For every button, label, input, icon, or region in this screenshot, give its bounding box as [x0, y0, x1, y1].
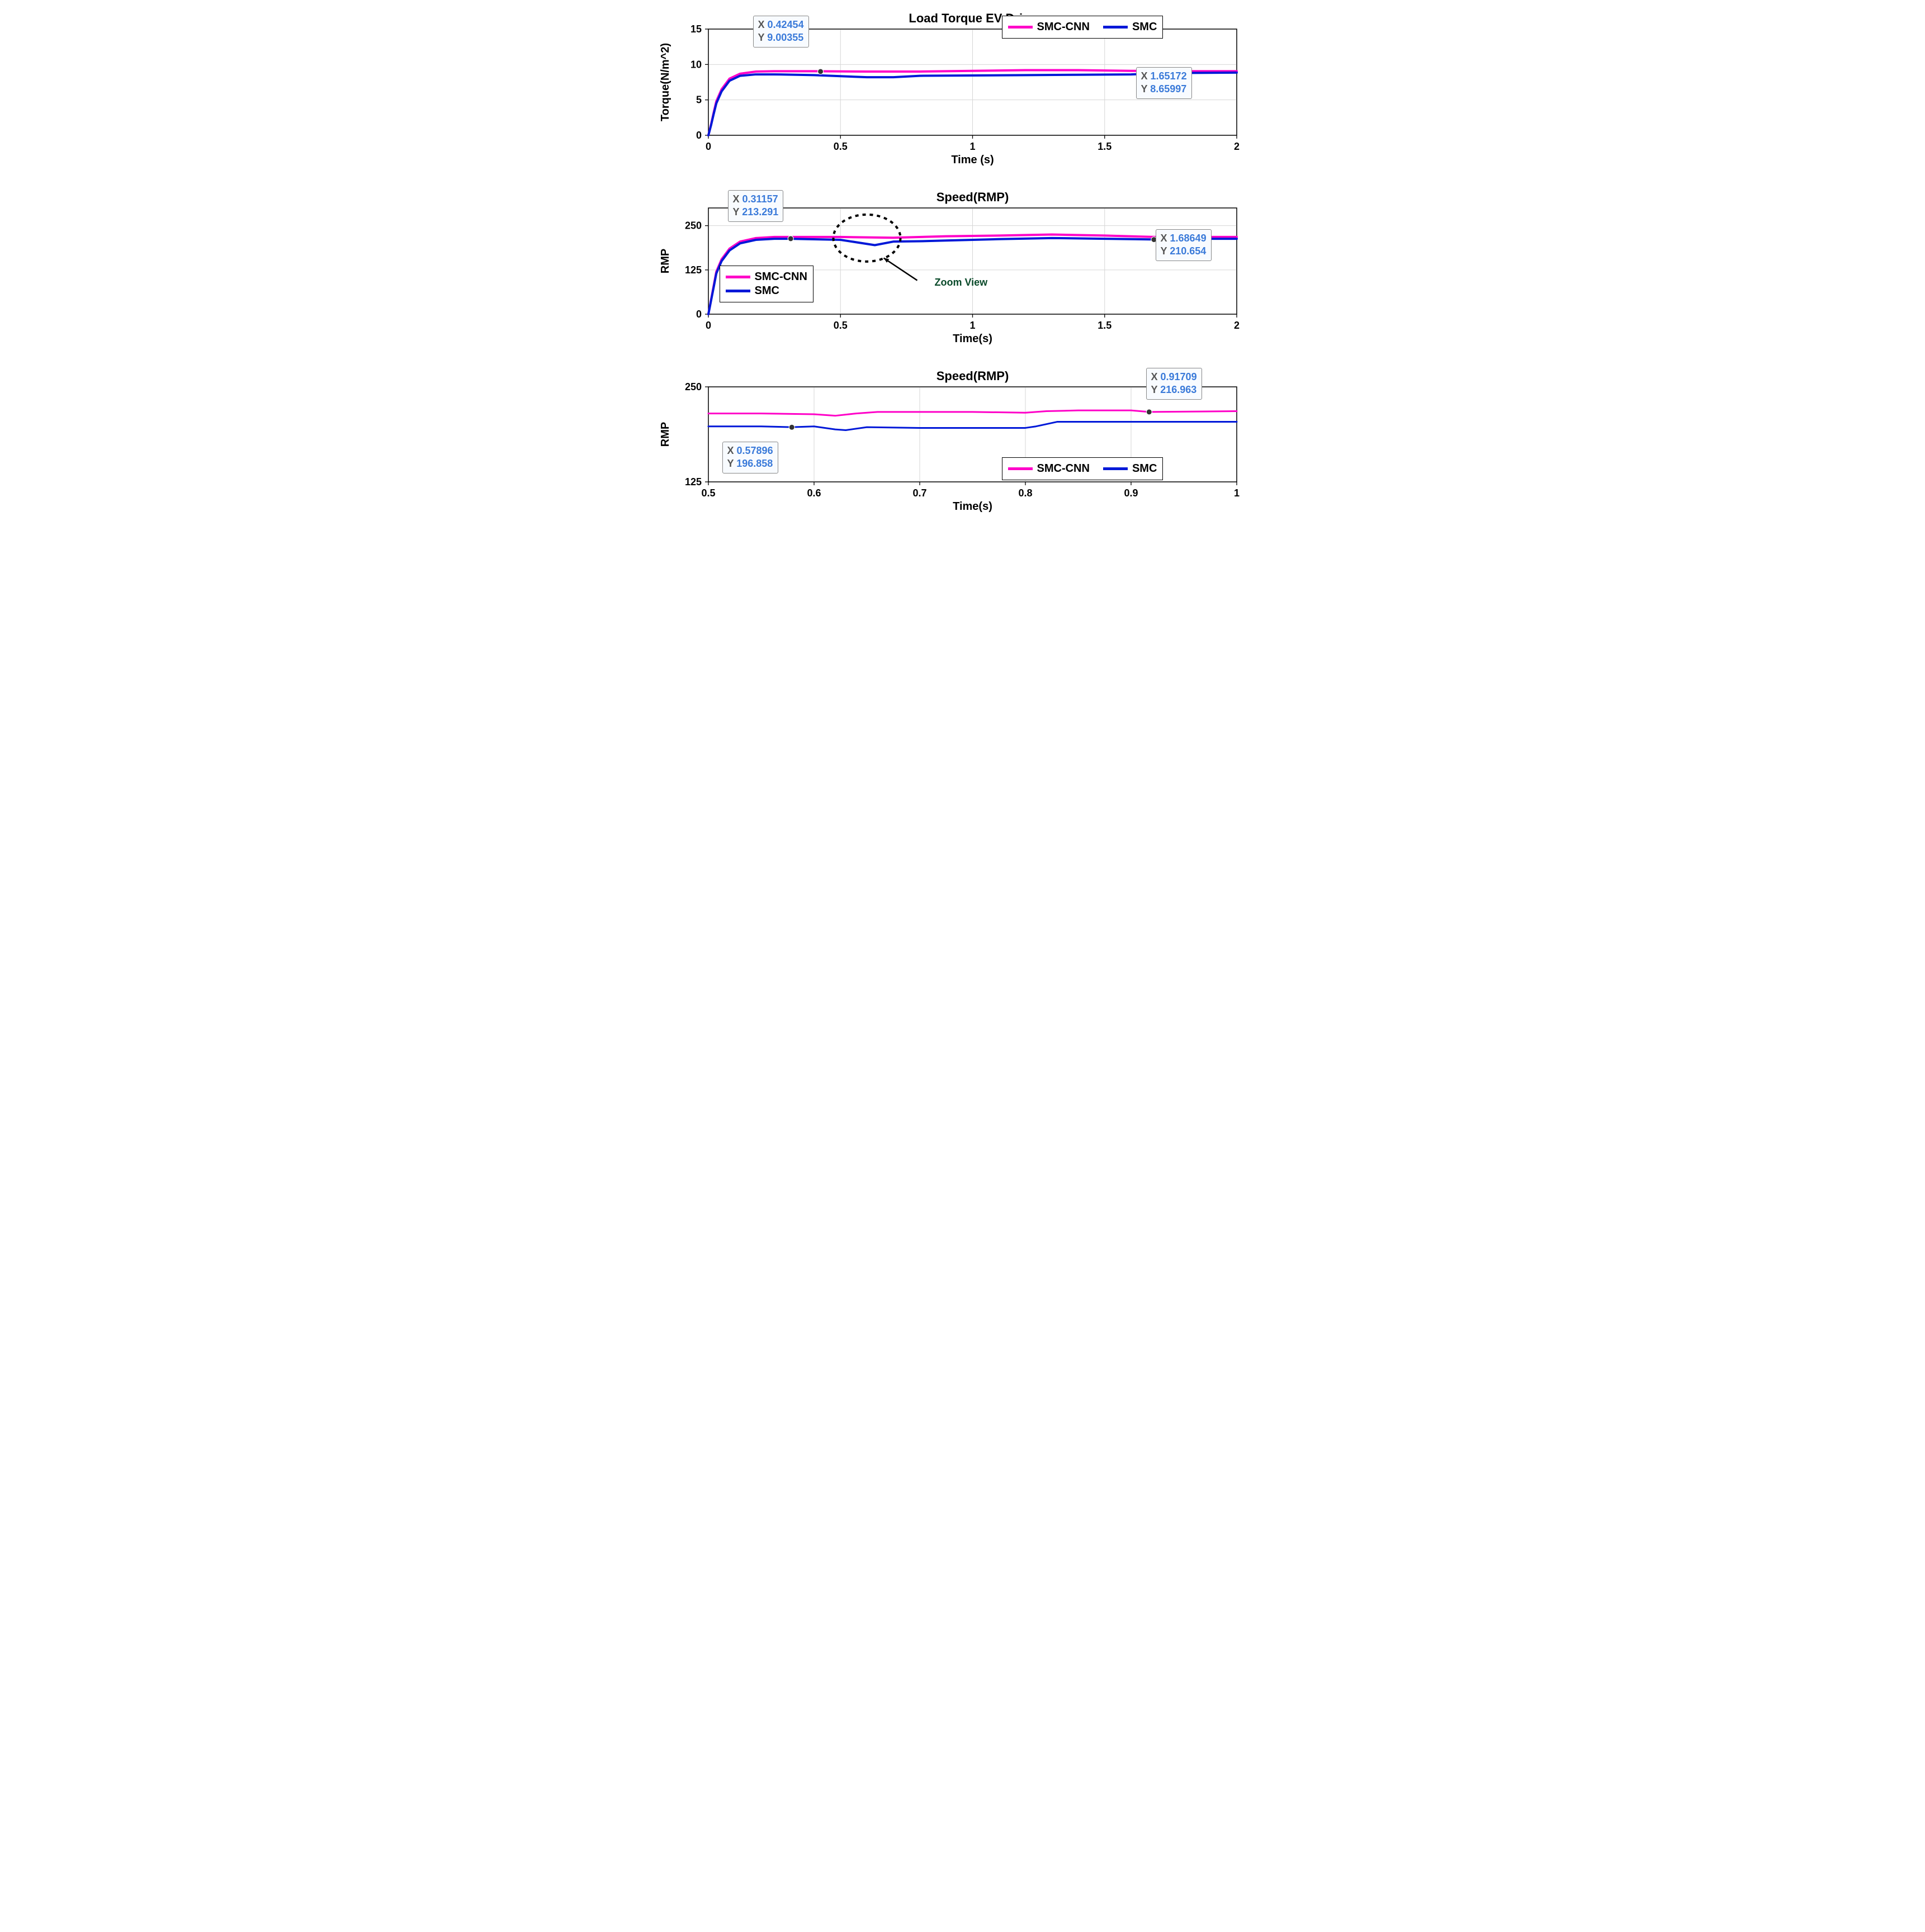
- svg-text:1: 1: [969, 320, 975, 331]
- svg-text:125: 125: [684, 476, 701, 487]
- svg-text:1: 1: [969, 141, 975, 152]
- legend-label: SMC-CNN: [1037, 462, 1090, 475]
- svg-text:Speed(RMP): Speed(RMP): [936, 369, 1009, 383]
- svg-text:Speed(RMP): Speed(RMP): [936, 190, 1009, 204]
- svg-text:0.7: 0.7: [912, 487, 926, 499]
- svg-text:1: 1: [1233, 487, 1239, 499]
- legend-label: SMC: [755, 285, 779, 297]
- torque-plot: 00.511.52051015Load Torque EV DriveTime …: [655, 11, 1248, 168]
- speed-zoom-plot: 0.5 0.6 0.7 0.8 0.9 1 125 250 Speed(RMP) Time(s) R…: [655, 369, 1248, 514]
- svg-text:5: 5: [696, 94, 701, 106]
- svg-text:0: 0: [705, 141, 711, 152]
- svg-text:0.6: 0.6: [807, 487, 821, 499]
- svg-text:Time(s): Time(s): [953, 333, 992, 345]
- legend-label: SMC-CNN: [755, 271, 807, 283]
- legend-label: SMC-CNN: [1037, 21, 1090, 34]
- datatip: X 0.57896Y 196.858: [722, 442, 778, 473]
- svg-text:Torque(N/m^2): Torque(N/m^2): [659, 43, 671, 121]
- svg-text:0: 0: [705, 320, 711, 331]
- svg-text:1.5: 1.5: [1098, 320, 1112, 331]
- svg-text:0: 0: [696, 130, 701, 141]
- svg-text:RMP: RMP: [659, 249, 671, 273]
- datatip: X 1.65172Y 8.65997: [1136, 67, 1192, 99]
- datatip: X 0.31157Y 213.291: [728, 190, 784, 222]
- svg-text:15: 15: [690, 23, 701, 35]
- svg-text:2: 2: [1233, 320, 1239, 331]
- legend: SMC-CNN SMC: [1002, 16, 1163, 39]
- svg-text:250: 250: [684, 381, 701, 392]
- svg-text:0: 0: [696, 309, 701, 320]
- svg-text:0.5: 0.5: [833, 320, 847, 331]
- svg-text:0.9: 0.9: [1124, 487, 1138, 499]
- svg-text:RMP: RMP: [659, 422, 671, 447]
- svg-text:Time (s): Time (s): [951, 154, 994, 166]
- speed-plot: 0 0.5 1 1.5 2 0 125 250 Speed(RMP) Time(s) RMP X 0.…: [655, 190, 1248, 347]
- legend-label: SMC: [1132, 462, 1157, 475]
- svg-text:2: 2: [1233, 141, 1239, 152]
- svg-text:10: 10: [690, 59, 701, 70]
- svg-text:Time(s): Time(s): [953, 500, 992, 513]
- zoom-label: Zoom View: [935, 277, 988, 288]
- svg-text:0.5: 0.5: [701, 487, 715, 499]
- datatip: X 0.42454Y 9.00355: [753, 16, 809, 48]
- legend: SMC-CNN SMC: [720, 266, 813, 302]
- legend: SMC-CNN SMC: [1002, 457, 1163, 480]
- legend-label: SMC: [1132, 21, 1157, 34]
- svg-text:250: 250: [684, 220, 701, 231]
- datatip: X 1.68649Y 210.654: [1156, 229, 1212, 261]
- svg-text:0.5: 0.5: [833, 141, 847, 152]
- datatip: X 0.91709Y 216.963: [1146, 368, 1202, 400]
- svg-text:125: 125: [684, 264, 701, 276]
- svg-text:1.5: 1.5: [1098, 141, 1112, 152]
- svg-text:0.8: 0.8: [1018, 487, 1032, 499]
